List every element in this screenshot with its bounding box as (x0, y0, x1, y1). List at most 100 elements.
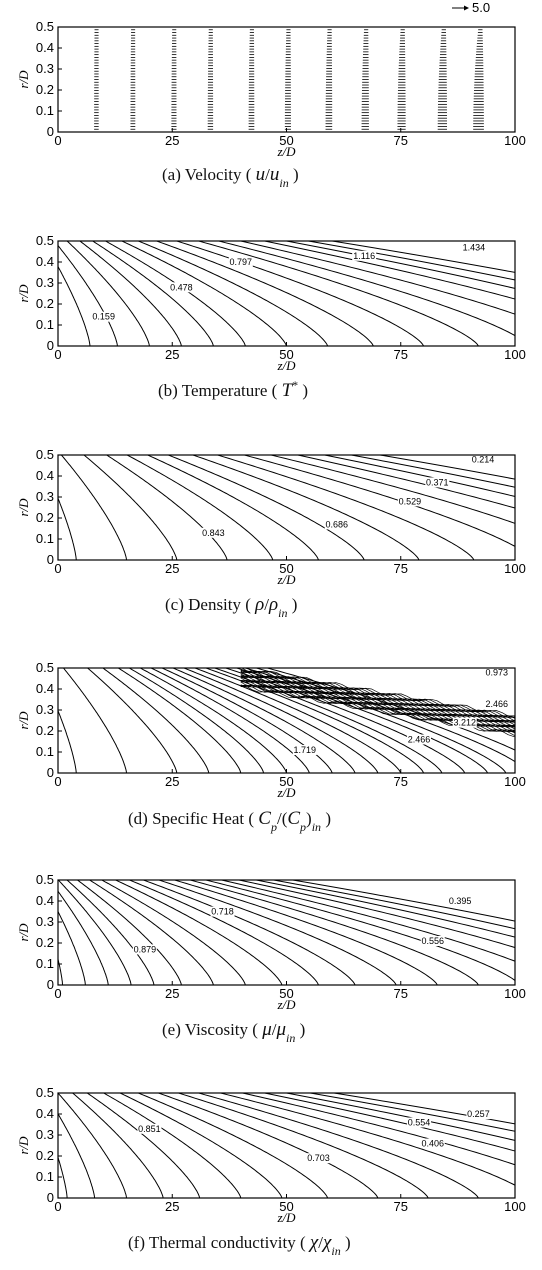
x-tick-label: 75 (394, 561, 408, 576)
plot-area-b: 0.159 0.478 0.797 1.116 1.434 (58, 241, 515, 346)
y-tick-label: 0.2 (36, 510, 54, 525)
contour-line (264, 1093, 515, 1152)
contour-line (58, 1093, 127, 1198)
y-axis-label: r/D (16, 711, 31, 730)
velocity-profile-5 (284, 27, 291, 132)
contour-line (240, 670, 515, 722)
contour-label: 1.719 (294, 745, 317, 755)
contour-label-bg (352, 250, 377, 261)
y-tick-label: 0.3 (36, 61, 54, 76)
y-tick-label: 0 (47, 977, 54, 992)
contour-label-bg (425, 477, 450, 488)
plot-area-f: 0.851 0.703 0.554 0.406 0.257 (58, 1093, 515, 1198)
contour-line (240, 675, 515, 723)
x-tick-label: 75 (394, 986, 408, 1001)
contour-line (102, 668, 210, 773)
contour-line (225, 668, 466, 773)
x-axis-label: z/D (276, 1210, 296, 1225)
contour-line (238, 880, 515, 949)
x-tick-label: 75 (394, 774, 408, 789)
contour-line (297, 455, 515, 509)
contour-line (58, 910, 86, 985)
y-tick-label: 0.2 (36, 82, 54, 97)
y-tick-label: 0.5 (36, 872, 54, 887)
contour-label-bg (132, 944, 157, 955)
contour-line (310, 1093, 515, 1132)
y-tick-label: 0.5 (36, 447, 54, 462)
contour-line (286, 1093, 515, 1141)
contour-label-bg (420, 1138, 445, 1149)
contour-line (129, 668, 265, 773)
y-tick-label: 0 (47, 765, 54, 780)
contour-line (126, 455, 274, 560)
x-tick-label: 100 (504, 986, 526, 1001)
contour-line (236, 668, 489, 773)
contour-line (156, 241, 374, 346)
y-tick-label: 0.1 (36, 317, 54, 332)
y-tick-label: 0.5 (36, 19, 54, 34)
contour-line (292, 880, 515, 922)
y-tick-label: 0.1 (36, 956, 54, 971)
x-tick-label: 0 (54, 774, 61, 789)
x-axis-label: z/D (276, 997, 296, 1012)
contour-label: 2.466 (408, 735, 431, 745)
contour-label-bg (210, 906, 235, 917)
y-tick-label: 0.5 (36, 233, 54, 248)
x-tick-label: 0 (54, 133, 61, 148)
contour-label: 0.257 (467, 1109, 490, 1119)
contour-line (332, 241, 515, 273)
contour-label-bg (420, 936, 445, 946)
y-tick-label: 0.4 (36, 893, 54, 908)
y-tick-label: 0.3 (36, 1127, 54, 1142)
contour-line (168, 455, 365, 560)
contour-label-bg (407, 1117, 432, 1128)
x-tick-label: 50 (279, 1199, 293, 1214)
contour-line (240, 685, 515, 732)
contour-line (240, 680, 515, 728)
contour-line (217, 455, 475, 560)
contour-line (240, 670, 515, 718)
panel-caption: (e) Viscosity ( μ/μin ) (162, 1019, 305, 1045)
velocity-profile-2 (171, 27, 177, 132)
contour-lines-f (58, 1093, 515, 1198)
contour-label: 0.843 (202, 528, 225, 538)
contour-line (66, 241, 150, 346)
dense-contour-band (240, 668, 515, 738)
contour-line (58, 496, 77, 560)
contour-label-bg (137, 1123, 162, 1134)
x-tick-label: 100 (504, 133, 526, 148)
x-tick-label: 0 (54, 986, 61, 1001)
y-tick-label: 0 (47, 338, 54, 353)
contour-line (63, 668, 127, 773)
contour-line (106, 455, 228, 560)
contour-label: 0.395 (449, 896, 472, 906)
contour-label: 1.116 (353, 251, 375, 261)
contour-line (240, 685, 515, 734)
plot-area-e: 0.879 0.718 0.556 0.395 (58, 880, 515, 985)
y-axis-label: r/D (16, 284, 31, 303)
contour-line (77, 880, 182, 985)
velocity-profile-1 (130, 27, 136, 132)
contour-line (333, 1093, 515, 1125)
contour-line (273, 880, 515, 930)
x-tick-label: 75 (394, 133, 408, 148)
contour-line (105, 241, 246, 346)
contour-line (190, 880, 479, 985)
contour-label: 1.434 (463, 242, 486, 252)
contour-label-bg (91, 311, 116, 322)
y-tick-label: 0.3 (36, 489, 54, 504)
contour-label-bg (169, 282, 194, 293)
y-tick-label: 0.4 (36, 254, 54, 269)
contour-lines-b (58, 241, 515, 346)
contour-line (158, 880, 397, 985)
contour-line (324, 455, 515, 497)
contour-label-bg (471, 455, 496, 465)
velocity-profile-7 (361, 27, 369, 132)
contour-line (58, 956, 64, 985)
contour-line (218, 241, 515, 337)
y-tick-label: 0.2 (36, 296, 54, 311)
y-tick-label: 0.4 (36, 1106, 54, 1121)
